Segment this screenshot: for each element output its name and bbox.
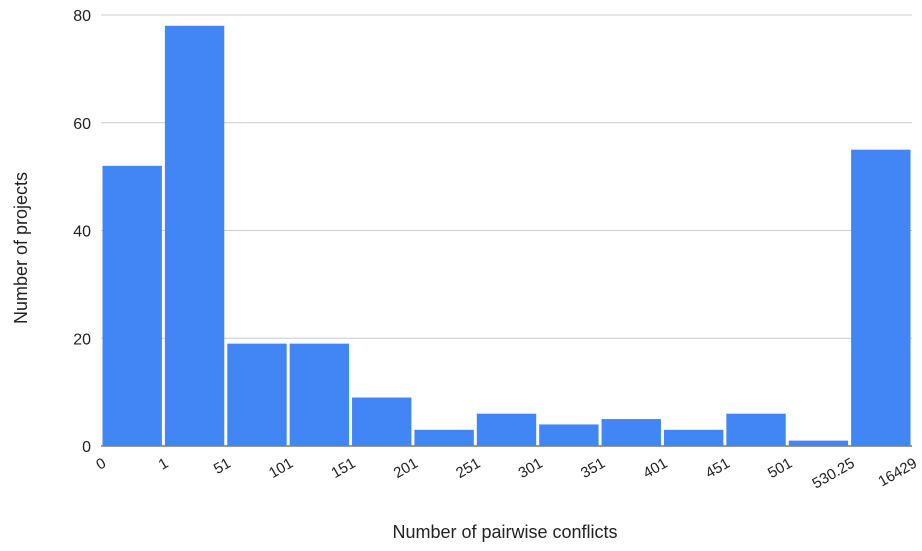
x-tick-label: 101 [266, 455, 296, 482]
bar: 51: 19 [227, 343, 287, 446]
x-axis-title: Number of pairwise conflicts [392, 522, 617, 542]
bar: 530.25: 55 [851, 149, 911, 446]
x-tick-label: 301 [516, 455, 546, 482]
bar: 301: 4 [539, 424, 599, 446]
bar: 101: 19 [289, 343, 350, 446]
x-tick-label: 351 [578, 455, 608, 482]
x-tick-label: 16429 [875, 455, 920, 491]
x-tick-label: 401 [640, 455, 670, 482]
y-tick-label: 20 [73, 331, 91, 348]
x-tick-label: 151 [328, 455, 358, 482]
x-tick-label: 530.25 [809, 455, 857, 493]
y-axis-title: Number of projects [11, 172, 31, 324]
y-tick-label: 40 [73, 224, 91, 241]
y-tick-label: 60 [73, 116, 91, 133]
bar: 1: 78 [164, 25, 225, 447]
x-tick-labels: 0 1 51 101 151 201 251 301 351 401 451 501 530.25 164… [93, 455, 920, 493]
bar: 151: 9 [352, 397, 412, 446]
x-tick-label: 1 [156, 455, 172, 474]
bar: 251: 6 [476, 413, 537, 446]
bar: 451: 6 [726, 413, 786, 446]
y-tick-label: 80 [73, 8, 91, 25]
y-tick-label: 0 [82, 439, 91, 456]
bars: 0: 521: 7851: 19101: 19151: 9201: 3251: … [102, 25, 911, 447]
bar: 351: 5 [601, 419, 661, 446]
bar: 501: 1 [788, 440, 849, 446]
bar: 201: 3 [414, 429, 474, 446]
y-tick-labels: 0 20 40 60 80 [73, 8, 91, 456]
bar: 0: 52 [102, 165, 162, 446]
x-tick-label: 0 [93, 455, 109, 474]
x-tick-label: 251 [453, 455, 483, 482]
bar: 401: 3 [663, 429, 724, 446]
x-tick-label: 201 [391, 455, 421, 482]
x-tick-label: 51 [211, 455, 234, 478]
x-tick-label: 501 [765, 455, 795, 482]
x-tick-label: 451 [703, 455, 733, 482]
